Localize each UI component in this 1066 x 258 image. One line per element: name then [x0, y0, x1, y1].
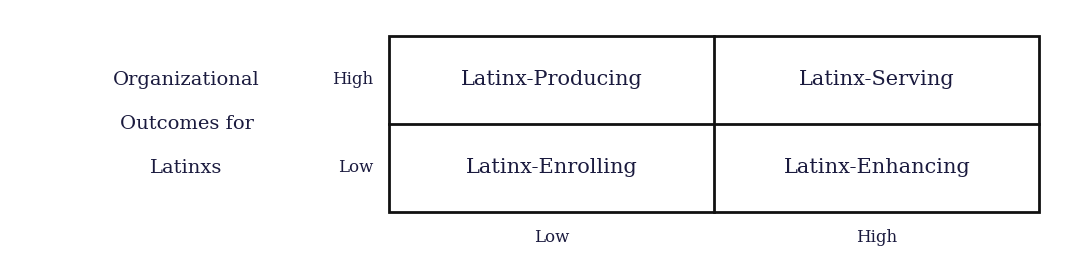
Text: Low: Low [534, 229, 569, 246]
Text: Outcomes for: Outcomes for [119, 115, 254, 133]
Text: Organizational: Organizational [113, 71, 260, 89]
Text: Latinx-Serving: Latinx-Serving [800, 70, 954, 90]
Text: High: High [856, 229, 898, 246]
Bar [389, 36, 1039, 212]
Text: Latinx-Producing: Latinx-Producing [461, 70, 643, 90]
Text: Latinx-Enrolling: Latinx-Enrolling [466, 158, 637, 177]
Text: High: High [332, 71, 373, 88]
Text: Latinxs: Latinxs [150, 159, 223, 177]
Text: Low: Low [338, 159, 373, 176]
Text: Latinx-Enhancing: Latinx-Enhancing [784, 158, 970, 177]
